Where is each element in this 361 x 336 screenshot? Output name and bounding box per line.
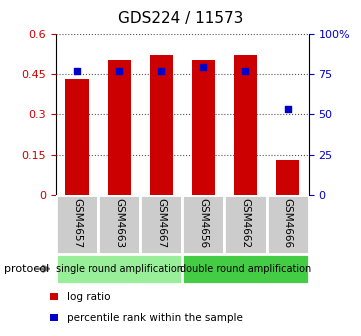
Bar <box>150 55 173 195</box>
Bar <box>108 60 131 195</box>
Bar <box>50 314 58 321</box>
Text: GSM4663: GSM4663 <box>114 198 124 248</box>
Text: log ratio: log ratio <box>67 292 110 302</box>
Bar <box>182 254 309 284</box>
Bar <box>56 254 182 284</box>
Text: GSM4662: GSM4662 <box>240 198 251 248</box>
Text: single round amplification: single round amplification <box>56 264 183 274</box>
Text: protocol: protocol <box>4 264 49 274</box>
Text: GSM4657: GSM4657 <box>72 198 82 248</box>
Bar <box>234 55 257 195</box>
Bar <box>225 195 266 254</box>
Text: GSM4667: GSM4667 <box>156 198 166 248</box>
Bar <box>140 195 182 254</box>
Bar <box>192 60 215 195</box>
Text: double round amplification: double round amplification <box>180 264 311 274</box>
Text: GDS224 / 11573: GDS224 / 11573 <box>118 11 243 26</box>
Text: percentile rank within the sample: percentile rank within the sample <box>67 313 243 323</box>
Bar <box>65 79 88 195</box>
Bar <box>98 195 140 254</box>
Point <box>158 68 164 73</box>
Bar <box>50 293 58 300</box>
Point <box>74 68 80 73</box>
Point <box>116 68 122 73</box>
Point <box>243 68 248 73</box>
Bar <box>56 195 98 254</box>
Text: GSM4666: GSM4666 <box>283 198 293 248</box>
Text: GSM4656: GSM4656 <box>198 198 208 248</box>
Point <box>200 65 206 70</box>
Bar <box>266 195 309 254</box>
Bar <box>276 160 299 195</box>
Bar <box>182 195 225 254</box>
Point <box>285 107 291 112</box>
